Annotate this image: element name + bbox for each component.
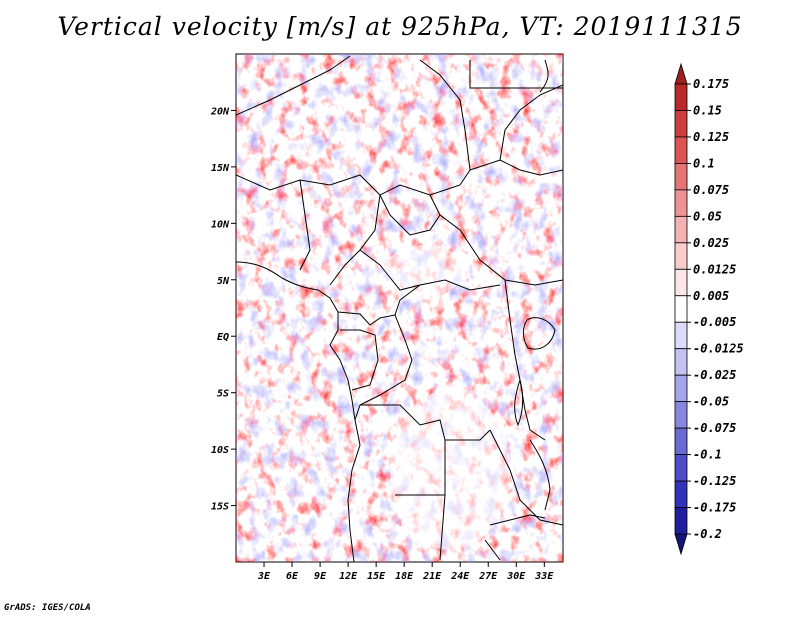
colorbar-label: -0.005 <box>693 315 736 329</box>
colorbar-swatch <box>674 321 688 350</box>
chart-title: Vertical velocity [m/s] at 925hPa, VT: 2… <box>57 12 743 41</box>
colorbar-swatch <box>674 163 688 191</box>
lon-tick-label: 30E <box>506 571 526 582</box>
lat-tick-label: EQ <box>217 332 229 343</box>
colorbar-swatch <box>674 189 688 217</box>
coastlines-borders <box>236 55 563 562</box>
colorbar-label: -0.2 <box>693 527 722 541</box>
colorbar-swatch <box>674 295 688 323</box>
colorbar: 0.175 0.15 0.125 0.1 0.075 0.05 0.025 0.0125 0.0… <box>674 62 744 556</box>
colorbar-swatch <box>674 242 688 270</box>
colorbar-label: 0.005 <box>693 289 729 303</box>
lon-tick-label: 24E <box>450 571 470 582</box>
lon-tick-label: 3E <box>257 571 271 582</box>
lon-tick-label: 33E <box>534 571 554 582</box>
colorbar-min-triangle <box>674 533 688 556</box>
colorbar-label: -0.125 <box>693 474 736 488</box>
colorbar-max-triangle <box>674 62 688 85</box>
calm-region <box>385 245 465 295</box>
colorbar-swatch <box>674 136 688 164</box>
lon-tick-label: 18E <box>395 571 414 582</box>
lat-tick-label: 15S <box>211 502 229 513</box>
colorbar-label: -0.075 <box>693 421 736 435</box>
lon-tick-label: 21E <box>422 571 442 582</box>
calm-region <box>390 390 510 550</box>
lat-tick-label: 20N <box>210 106 230 117</box>
colorbar-swatch <box>674 454 688 482</box>
colorbar-label: 0.025 <box>693 236 729 250</box>
colorbar-label: 0.0125 <box>693 262 736 276</box>
colorbar-label: 0.175 <box>693 77 729 91</box>
colorbar-label: 0.05 <box>693 209 722 223</box>
colorbar-label: 0.1 <box>693 156 715 170</box>
colorbar-swatch <box>674 110 688 138</box>
lon-tick-label: 12E <box>339 571 358 582</box>
colorbar-swatch <box>674 348 688 376</box>
lon-tick-label: 27E <box>478 571 498 582</box>
colorbar-label: -0.1 <box>693 448 722 462</box>
colorbar-label: 0.15 <box>693 103 722 117</box>
colorbar-swatch <box>674 480 688 508</box>
colorbar-swatch <box>674 83 688 111</box>
colorbar-swatch <box>674 374 688 403</box>
lat-tick-label: 5N <box>217 276 230 287</box>
colorbar-swatch <box>674 268 688 297</box>
colorbar-label: -0.05 <box>693 395 729 409</box>
lat-tick-label: 10N <box>211 219 230 230</box>
colorbar-swatch <box>674 215 688 244</box>
longitude-axis: 3E 6E 9E 12E 15E 18E 21E 24E 27E 30E 33E <box>257 562 554 582</box>
colorbar-label: -0.0125 <box>693 342 744 356</box>
lon-tick-label: 9E <box>314 571 327 582</box>
colorbar-label: -0.175 <box>693 501 736 515</box>
colorbar-swatch <box>674 427 688 455</box>
colorbar-swatch <box>674 507 688 535</box>
colorbar-label: 0.125 <box>693 130 729 144</box>
lon-tick-label: 15E <box>367 571 386 582</box>
lat-tick-label: 15N <box>211 163 230 174</box>
colorbar-swatch <box>674 401 688 429</box>
lat-tick-label: 5S <box>217 389 229 400</box>
footer-credit: GrADS: IGES/COLA <box>4 603 91 613</box>
colorbar-label: 0.075 <box>693 183 729 197</box>
lon-tick-label: 6E <box>286 571 299 582</box>
lat-tick-label: 10S <box>211 445 229 456</box>
colorbar-label: -0.025 <box>693 368 736 382</box>
latitude-axis: 20N 15N 10N 5N EQ 5S 10S 15S <box>210 106 236 513</box>
